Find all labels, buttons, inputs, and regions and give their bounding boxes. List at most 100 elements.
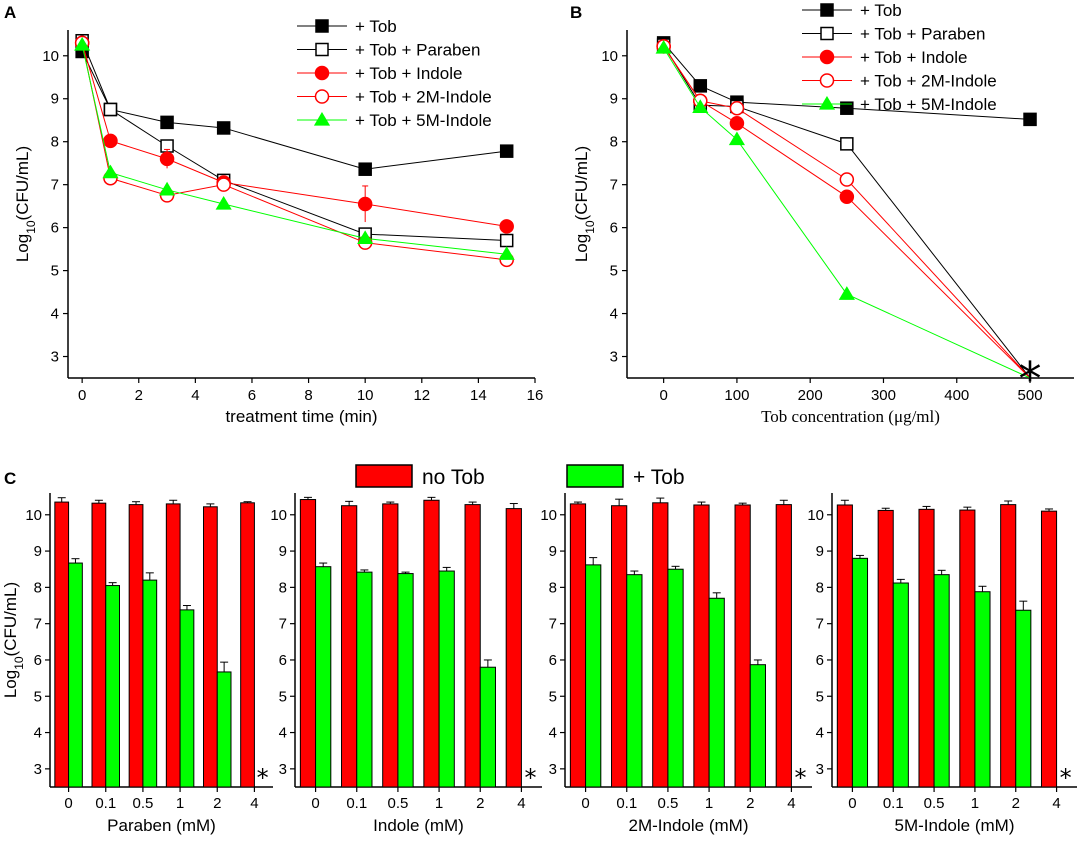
bar <box>341 505 358 788</box>
data-point <box>498 246 515 260</box>
bar <box>240 502 255 788</box>
panel-label-a: A <box>4 3 16 22</box>
x-tick-label: 0.1 <box>95 795 116 812</box>
x-axis-label: Paraben (mM) <box>107 816 216 835</box>
data-point <box>357 196 373 212</box>
x-tick-label: 2 <box>213 795 221 812</box>
x-tick-label: 4 <box>787 795 795 812</box>
y-tick-label: 5 <box>279 688 287 705</box>
y-tick-label: 8 <box>34 579 42 596</box>
y-tick-label: 6 <box>34 652 42 669</box>
data-point <box>103 133 118 149</box>
data-point <box>692 99 709 113</box>
bar <box>68 562 83 788</box>
bar <box>202 506 218 788</box>
legend-label-3: + Tob + 2M-Indole <box>860 72 997 91</box>
y-tick-label: 9 <box>279 543 287 560</box>
data-point <box>499 219 514 234</box>
legend-marker <box>820 3 834 17</box>
x-tick-label: 500 <box>1018 387 1043 404</box>
legend-marker <box>818 95 836 110</box>
y-tick-label: 10 <box>270 507 287 524</box>
bar <box>505 508 522 788</box>
legend-marker <box>820 26 834 41</box>
panel-label-b: B <box>570 3 582 22</box>
x-tick-label: 4 <box>1052 795 1060 812</box>
bar <box>382 503 399 788</box>
x-tick-label: 0 <box>581 795 589 812</box>
y-tick-label: 7 <box>279 616 287 633</box>
x-tick-label: 16 <box>527 387 544 404</box>
legend-label-0: + Tob <box>860 1 902 20</box>
bar <box>708 597 725 788</box>
x-tick-label: 1 <box>176 795 184 812</box>
bar <box>933 574 950 788</box>
y-tick-label: 4 <box>279 725 287 742</box>
data-point <box>693 79 708 93</box>
bar <box>734 504 751 788</box>
x-axis-label: 5M-Indole (mM) <box>895 816 1015 835</box>
y-tick-label: 7 <box>549 616 557 633</box>
below-detection-marker: * <box>1019 352 1042 406</box>
x-tick-label: 300 <box>871 387 896 404</box>
x-tick-label: 0.5 <box>924 795 945 812</box>
data-point <box>840 101 854 115</box>
x-tick-label: 6 <box>248 387 256 404</box>
bar <box>652 502 669 788</box>
y-tick-label: 8 <box>51 134 59 151</box>
data-point <box>216 177 231 192</box>
data-point <box>158 181 176 196</box>
data-point <box>216 121 231 135</box>
y-tick-label: 8 <box>816 579 824 596</box>
x-tick-label: 100 <box>724 387 749 404</box>
data-point <box>729 100 745 116</box>
x-tick-label: 1 <box>705 795 713 812</box>
y-tick-label: 8 <box>279 579 287 596</box>
bar <box>693 504 710 788</box>
y-tick-label: 8 <box>549 579 557 596</box>
y-tick-label: 7 <box>816 616 824 633</box>
series-line-0 <box>81 51 507 170</box>
y-tick-label: 4 <box>816 725 824 742</box>
legend-swatch-0 <box>355 464 413 488</box>
legend-label-2: + Tob + Indole <box>860 48 967 67</box>
y-tick-label: 9 <box>51 91 59 108</box>
legend-label-2: + Tob + Indole <box>355 64 462 83</box>
legend-label-1: + Tob + Paraben <box>355 41 480 60</box>
x-tick-label: 2 <box>746 795 754 812</box>
y-tick-label: 6 <box>549 652 557 669</box>
x-tick-label: 14 <box>470 387 487 404</box>
y-tick-label: 3 <box>279 761 287 778</box>
bar-subplot-0: 3 4 5 6 7 8 9 10 0 0.1 0.5 1 2 4 * Paraben (mM) Log10(CF… <box>1 493 273 835</box>
x-tick-label: 2 <box>1012 795 1020 812</box>
y-tick-label: 4 <box>34 725 42 742</box>
legend-marker <box>313 111 331 126</box>
y-tick-label: 10 <box>807 507 824 524</box>
x-tick-label: 0.5 <box>132 795 153 812</box>
legend-label-4: + Tob + 5M-Indole <box>355 111 492 130</box>
x-tick-label: 200 <box>798 387 823 404</box>
y-tick-label: 6 <box>816 652 824 669</box>
data-point <box>1023 112 1037 127</box>
y-tick-label: 10 <box>540 507 557 524</box>
series-line-2 <box>81 42 507 227</box>
bar <box>397 573 414 788</box>
legend-label-1: + Tob + Paraben <box>860 25 985 44</box>
y-tick-label: 6 <box>279 652 287 669</box>
x-axis-label: Tob concentration (μg/ml) <box>761 407 940 426</box>
below-detection-marker: * <box>257 764 269 792</box>
x-tick-label: 4 <box>191 387 199 404</box>
y-tick-label: 9 <box>610 91 618 108</box>
y-tick-label: 5 <box>549 688 557 705</box>
data-point <box>103 102 118 117</box>
y-tick-label: 10 <box>601 48 618 65</box>
legend-label-4: + Tob + 5M-Indole <box>860 95 997 114</box>
bar <box>165 503 181 788</box>
y-tick-label: 5 <box>816 688 824 705</box>
data-point <box>499 144 514 158</box>
bar <box>299 499 317 788</box>
y-tick-label: 4 <box>610 306 618 323</box>
y-tick-label: 9 <box>549 543 557 560</box>
bar <box>775 504 792 788</box>
